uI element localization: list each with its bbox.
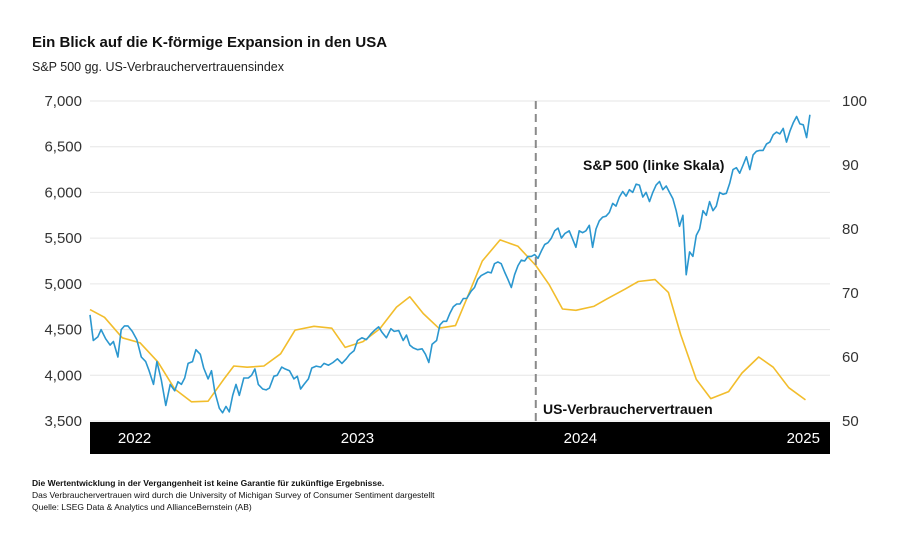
chart-subtitle: S&P 500 gg. US-Verbrauchervertrauensinde… [32,60,285,74]
series-layer [89,114,811,414]
right-tick-label: 90 [842,157,859,174]
right-tick-label: 50 [842,413,859,430]
year-label-2023: 2023 [341,430,374,447]
footnote-method: Das Verbrauchervertrauen wird durch die … [32,490,435,500]
gridlines [90,100,830,422]
year-label-2022: 2022 [118,430,151,447]
left-tick-label: 6,000 [44,184,82,201]
footnote-source: Quelle: LSEG Data & Analytics und Allian… [32,502,252,512]
right-tick-label: 70 [842,285,859,302]
year-labels: 2022 2023 2024 2025 [118,430,820,447]
left-tick-label: 4,000 [44,367,82,384]
year-label-2025: 2025 [787,430,820,447]
footnote-disclaimer: Die Wertentwicklung in der Vergangenheit… [32,478,385,488]
left-tick-label: 4,500 [44,322,82,339]
sentiment-line [89,239,806,403]
left-tick-label: 7,000 [44,93,82,110]
right-tick-label: 100 [842,93,867,110]
sp500-annotation: S&P 500 (linke Skala) [583,157,724,173]
right-tick-label: 80 [842,221,859,238]
year-label-2024: 2024 [564,430,597,447]
year-band [90,422,830,454]
left-tick-label: 5,000 [44,276,82,293]
right-tick-label: 60 [842,349,859,366]
right-axis: 50 60 70 80 90 100 [842,93,867,430]
sp500-line [89,114,811,414]
chart-title: Ein Blick auf die K-förmige Expansion in… [32,34,388,51]
left-tick-label: 3,500 [44,413,82,430]
left-tick-label: 5,500 [44,230,82,247]
left-axis: 3,500 4,000 4,500 5,000 5,500 6,000 6,500 7,000 [44,93,82,430]
sentiment-annotation: US-Verbrauchervertrauen [543,401,713,417]
left-tick-label: 6,500 [44,139,82,156]
